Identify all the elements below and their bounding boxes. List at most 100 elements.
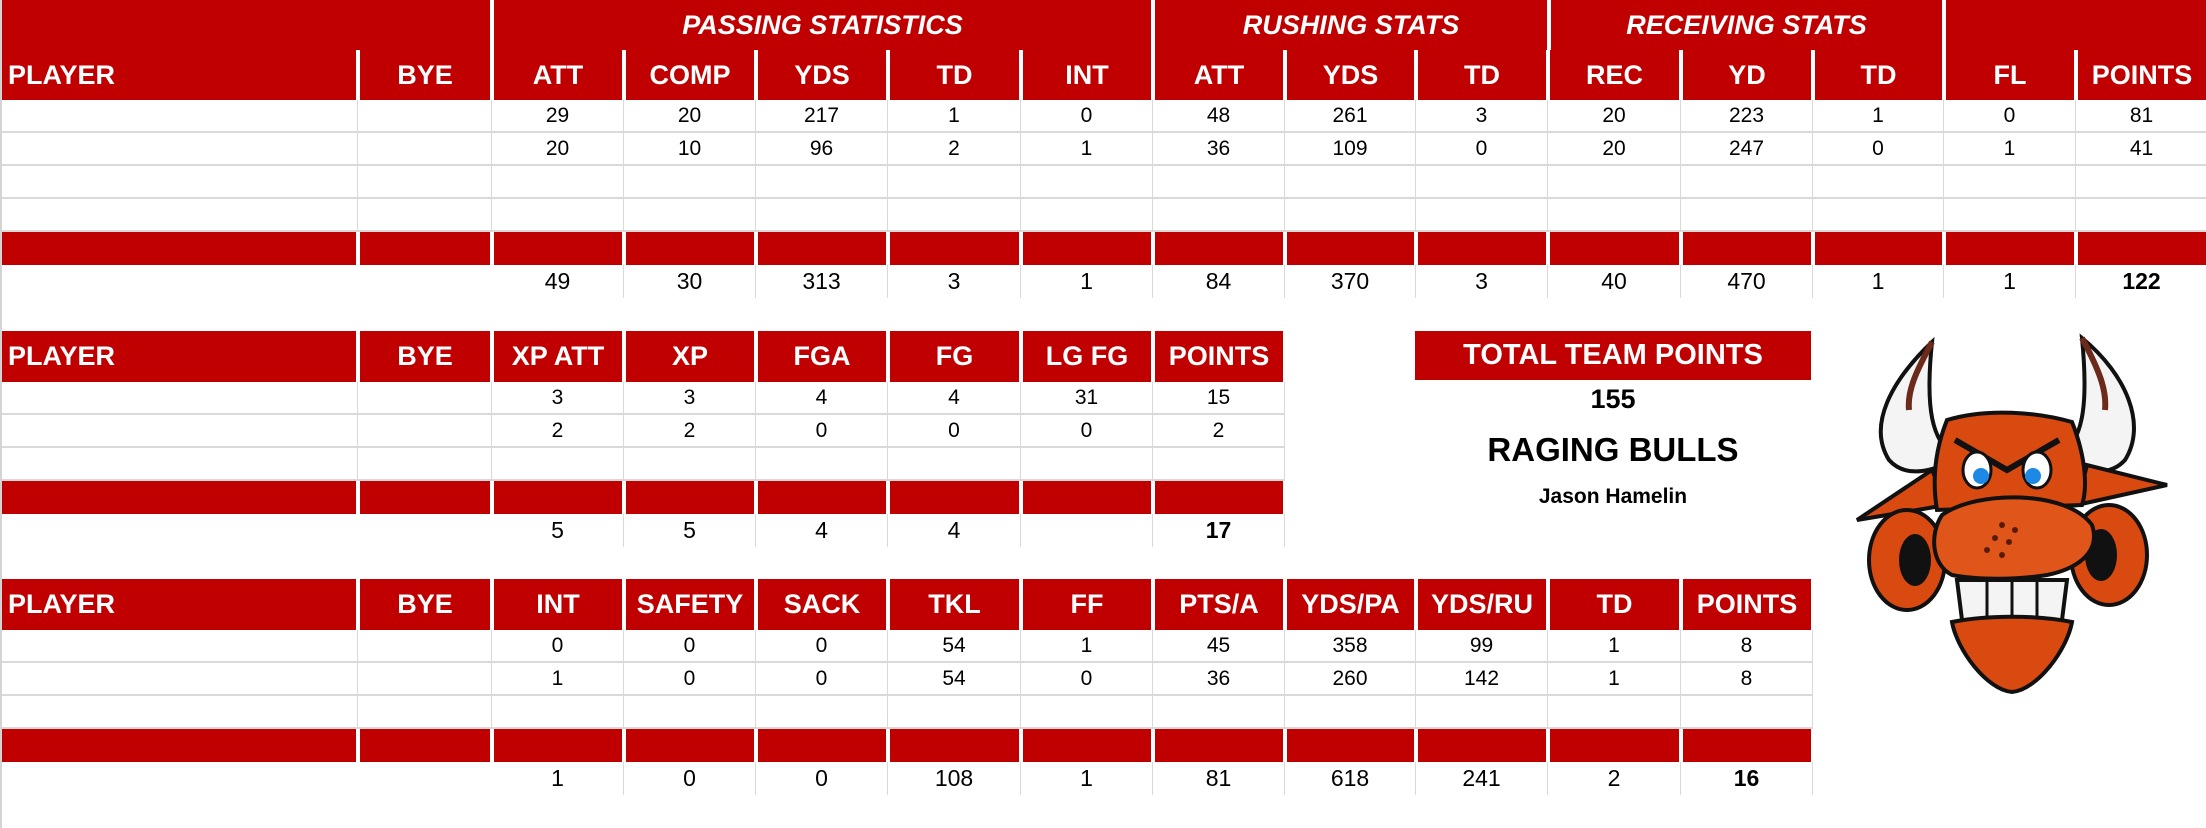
- stat-cell[interactable]: [888, 166, 1021, 199]
- stat-cell[interactable]: [1021, 199, 1153, 232]
- stat-cell[interactable]: 20: [1548, 133, 1681, 166]
- stat-cell[interactable]: [624, 166, 756, 199]
- stat-cell[interactable]: [1416, 696, 1548, 729]
- stat-cell[interactable]: 0: [1944, 100, 2076, 133]
- stat-cell[interactable]: 0: [1021, 100, 1153, 133]
- column-header-int[interactable]: INT: [1023, 50, 1151, 100]
- column-header-comp[interactable]: COMP: [626, 50, 754, 100]
- column-header-points[interactable]: POINTS: [2078, 50, 2206, 100]
- stat-cell[interactable]: 4: [888, 382, 1021, 415]
- kicker-column-header-fga[interactable]: FGA: [758, 331, 886, 382]
- player-cell[interactable]: [2, 166, 358, 199]
- column-header-player[interactable]: PLAYER: [2, 50, 356, 100]
- stat-cell[interactable]: [624, 448, 756, 481]
- stat-cell[interactable]: 261: [1285, 100, 1416, 133]
- stat-cell[interactable]: 1: [1548, 630, 1681, 663]
- column-header-rec[interactable]: REC: [1550, 50, 1679, 100]
- stat-cell[interactable]: [888, 696, 1021, 729]
- stat-cell[interactable]: [2076, 166, 2206, 199]
- stat-cell[interactable]: 1: [1813, 100, 1944, 133]
- bye-cell[interactable]: [358, 100, 492, 133]
- stat-cell[interactable]: 0: [756, 415, 888, 448]
- stat-cell[interactable]: [1021, 696, 1153, 729]
- kicker-column-header-player[interactable]: PLAYER: [2, 331, 356, 382]
- column-header-yds[interactable]: YDS: [1287, 50, 1414, 100]
- stat-cell[interactable]: 0: [756, 630, 888, 663]
- column-header-att[interactable]: ATT: [494, 50, 622, 100]
- defense-column-header-safety[interactable]: SAFETY: [626, 579, 754, 630]
- stat-cell[interactable]: 41: [2076, 133, 2206, 166]
- stat-cell[interactable]: 20: [1548, 100, 1681, 133]
- stat-cell[interactable]: 0: [492, 630, 624, 663]
- defense-column-header-sack[interactable]: SACK: [758, 579, 886, 630]
- stat-cell[interactable]: 29: [492, 100, 624, 133]
- stat-cell[interactable]: 0: [624, 663, 756, 696]
- defense-column-header-td[interactable]: TD: [1550, 579, 1679, 630]
- stat-cell[interactable]: [1153, 199, 1285, 232]
- stat-cell[interactable]: 217: [756, 100, 888, 133]
- stat-cell[interactable]: 3: [1416, 100, 1548, 133]
- defense-column-header-pts-a[interactable]: PTS/A: [1155, 579, 1283, 630]
- stat-cell[interactable]: [1813, 166, 1944, 199]
- stat-cell[interactable]: 1: [1944, 133, 2076, 166]
- stat-cell[interactable]: [1944, 166, 2076, 199]
- stat-cell[interactable]: 1: [492, 663, 624, 696]
- stat-cell[interactable]: [1416, 199, 1548, 232]
- stat-cell[interactable]: [1813, 199, 1944, 232]
- stat-cell[interactable]: [756, 448, 888, 481]
- defense-column-header-yds-pa[interactable]: YDS/PA: [1287, 579, 1414, 630]
- stat-cell[interactable]: 54: [888, 663, 1021, 696]
- stat-cell[interactable]: 1: [888, 100, 1021, 133]
- stat-cell[interactable]: [888, 199, 1021, 232]
- stat-cell[interactable]: 109: [1285, 133, 1416, 166]
- column-header-td[interactable]: TD: [1815, 50, 1942, 100]
- stat-cell[interactable]: [1285, 199, 1416, 232]
- stat-cell[interactable]: [1285, 166, 1416, 199]
- bye-cell[interactable]: [358, 663, 492, 696]
- stat-cell[interactable]: 1: [1548, 663, 1681, 696]
- bye-cell[interactable]: [358, 448, 492, 481]
- stat-cell[interactable]: [1021, 166, 1153, 199]
- bye-cell[interactable]: [358, 199, 492, 232]
- stat-cell[interactable]: 1: [1021, 133, 1153, 166]
- player-cell[interactable]: [2, 415, 358, 448]
- bye-cell[interactable]: [358, 382, 492, 415]
- player-cell[interactable]: [2, 199, 358, 232]
- stat-cell[interactable]: 247: [1681, 133, 1813, 166]
- stat-cell[interactable]: [1285, 696, 1416, 729]
- stat-cell[interactable]: 8: [1681, 663, 1813, 696]
- defense-column-header-player[interactable]: PLAYER: [2, 579, 356, 630]
- kicker-column-header-xp[interactable]: XP: [626, 331, 754, 382]
- stat-cell[interactable]: 36: [1153, 663, 1285, 696]
- column-header-att[interactable]: ATT: [1155, 50, 1283, 100]
- player-cell[interactable]: [2, 448, 358, 481]
- stat-cell[interactable]: 0: [1416, 133, 1548, 166]
- stat-cell[interactable]: [756, 166, 888, 199]
- player-cell[interactable]: [2, 663, 358, 696]
- stat-cell[interactable]: 20: [492, 133, 624, 166]
- stat-cell[interactable]: 0: [1813, 133, 1944, 166]
- stat-cell[interactable]: [1153, 696, 1285, 729]
- stat-cell[interactable]: 45: [1153, 630, 1285, 663]
- player-cell[interactable]: [2, 100, 358, 133]
- kicker-column-header-xp-att[interactable]: XP ATT: [494, 331, 622, 382]
- stat-cell[interactable]: 81: [2076, 100, 2206, 133]
- stat-cell[interactable]: [1681, 696, 1813, 729]
- column-header-bye[interactable]: BYE: [360, 50, 490, 100]
- stat-cell[interactable]: [1548, 166, 1681, 199]
- stat-cell[interactable]: 260: [1285, 663, 1416, 696]
- defense-column-header-int[interactable]: INT: [494, 579, 622, 630]
- defense-column-header-points[interactable]: POINTS: [1683, 579, 1811, 630]
- stat-cell[interactable]: 99: [1416, 630, 1548, 663]
- stat-cell[interactable]: [1944, 199, 2076, 232]
- column-header-yd[interactable]: YD: [1683, 50, 1811, 100]
- stat-cell[interactable]: [1021, 448, 1153, 481]
- stat-cell[interactable]: 3: [492, 382, 624, 415]
- defense-column-header-bye[interactable]: BYE: [360, 579, 490, 630]
- stat-cell[interactable]: 2: [492, 415, 624, 448]
- stat-cell[interactable]: 36: [1153, 133, 1285, 166]
- stat-cell[interactable]: 10: [624, 133, 756, 166]
- stat-cell[interactable]: 31: [1021, 382, 1153, 415]
- stat-cell[interactable]: 142: [1416, 663, 1548, 696]
- bye-cell[interactable]: [358, 133, 492, 166]
